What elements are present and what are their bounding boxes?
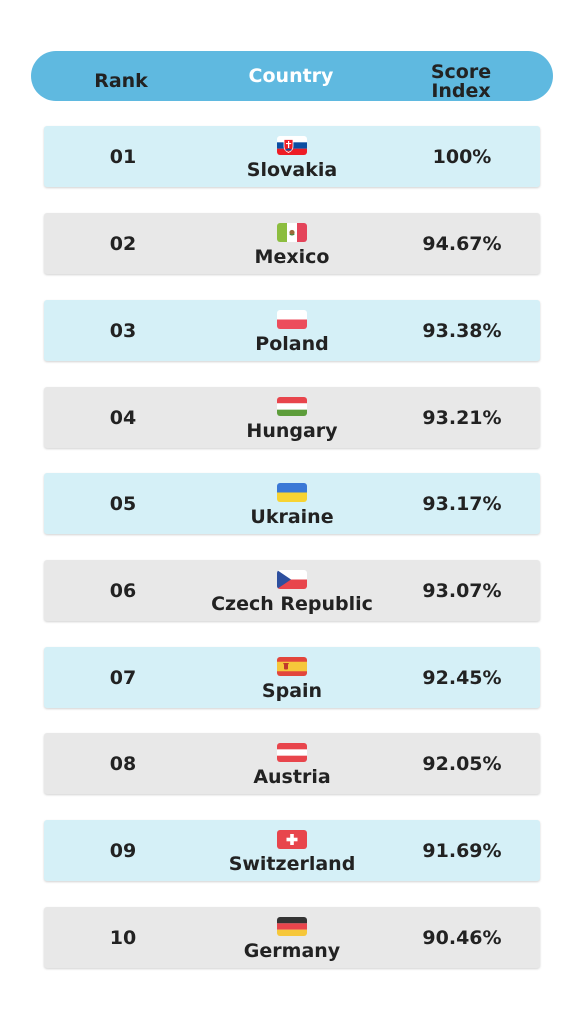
score-value: 93.38% (422, 319, 502, 342)
rank-value: 07 (109, 666, 137, 689)
table-row: 04 Hungary 93.21% (44, 387, 540, 448)
rank-value: 05 (109, 492, 137, 515)
country-name: Czech Republic (211, 593, 373, 615)
score-label-line2: Index (431, 79, 491, 102)
country-name: Hungary (246, 420, 338, 442)
rank-value: 08 (109, 752, 137, 775)
score-value: 92.05% (422, 752, 502, 775)
table-row: 10 Germany 90.46% (44, 907, 540, 968)
table-row: 02 Mexico 94.67% (44, 213, 540, 274)
score-value: 93.07% (422, 579, 502, 602)
table-row: 08 Austria 92.05% (44, 733, 540, 794)
ukraine-flag-icon (277, 483, 307, 502)
rank-value: 01 (109, 145, 137, 168)
switzerland-flag-icon (277, 830, 307, 849)
slovakia-flag-icon (277, 136, 307, 155)
score-value: 91.69% (422, 839, 502, 862)
hungary-flag-icon (277, 397, 307, 416)
country-name: Spain (261, 680, 323, 702)
table-row: 09 Switzerland 91.69% (44, 820, 540, 881)
country-name: Poland (255, 333, 329, 355)
rank-value: 03 (109, 319, 137, 342)
country-name: Germany (243, 940, 341, 962)
mexico-flag-icon (277, 223, 307, 242)
score-value: 93.21% (422, 406, 502, 429)
score-value: 94.67% (422, 232, 502, 255)
table-header: Rank Country Score Index (31, 51, 553, 101)
rank-value: 06 (109, 579, 137, 602)
score-value: 90.46% (422, 926, 502, 949)
table-row: 07 Spain 92.45% (44, 647, 540, 708)
table-row: 03 Poland 93.38% (44, 300, 540, 361)
country-column-header: Country (248, 64, 334, 87)
score-value: 93.17% (422, 492, 502, 515)
table-row: 05 Ukraine 93.17% (44, 473, 540, 534)
czech-republic-flag-icon (277, 570, 307, 589)
country-name: Slovakia (246, 159, 338, 181)
rank-column-header: Rank (94, 70, 148, 92)
country-name: Switzerland (228, 853, 356, 875)
germany-flag-icon (277, 917, 307, 936)
score-value: 100% (432, 145, 492, 168)
table-row: 06 Czech Republic 93.07% (44, 560, 540, 621)
rank-value: 09 (109, 839, 137, 862)
country-name: Austria (253, 766, 331, 788)
rank-value: 10 (109, 926, 137, 949)
score-value: 92.45% (422, 666, 502, 689)
spain-flag-icon (277, 657, 307, 676)
country-name: Mexico (254, 246, 330, 268)
rank-value: 04 (109, 406, 137, 429)
country-name: Ukraine (250, 506, 334, 528)
poland-flag-icon (277, 310, 307, 329)
table-row: 01 Slovakia 100% (44, 126, 540, 187)
score-index-column-header: Score Index (411, 51, 511, 112)
score-label-line1: Score (430, 60, 492, 83)
rank-value: 02 (109, 232, 137, 255)
austria-flag-icon (277, 743, 307, 762)
